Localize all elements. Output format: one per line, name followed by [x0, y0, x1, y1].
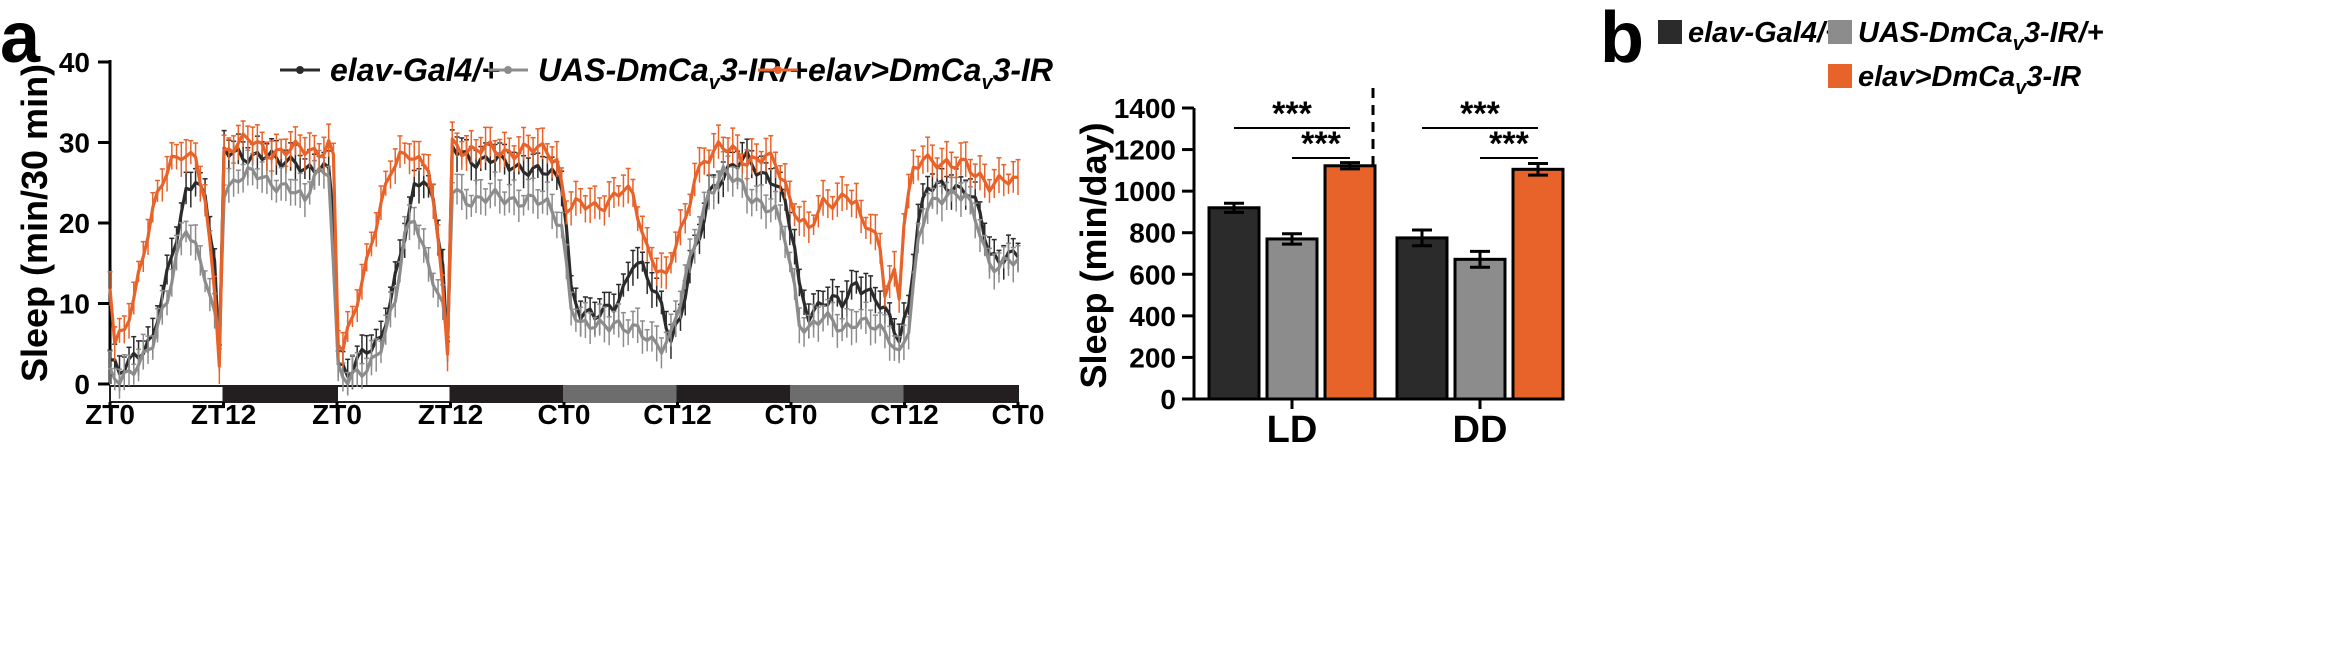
legend-label-main: elav>DmCa	[808, 52, 981, 88]
x-tick-label: ZT12	[191, 399, 256, 430]
legend-label: elav>DmCav3-IR	[808, 52, 1053, 94]
x-tick-label: CT12	[643, 399, 711, 430]
x-tick-label: CT0	[992, 399, 1045, 430]
x-tick-label: ZT0	[312, 399, 362, 430]
legend-label: elav-Gal4/+	[330, 52, 500, 88]
legend-label-subscript: v	[2013, 33, 2026, 55]
legend-label-main: elav>DmCa	[1858, 61, 2015, 93]
y-tick-label: 40	[59, 47, 90, 78]
legend-label-subscript: v	[2015, 77, 2028, 99]
x-tick-label: CT0	[538, 399, 591, 430]
y-axis-label: Sleep (min/day)	[1073, 122, 1114, 388]
legend-label-main: UAS-DmCa	[538, 52, 709, 88]
legend-label: elav-Gal4/+	[1688, 17, 1842, 49]
legend-label-suffix: 3-IR	[2026, 61, 2081, 93]
category-label-dd: DD	[1453, 409, 1508, 451]
y-tick-label: 200	[1129, 342, 1176, 373]
legend-label-suffix: 3-IR/+	[2024, 17, 2104, 49]
y-tick-label: 1000	[1114, 176, 1176, 207]
y-tick-label: 1400	[1114, 93, 1176, 124]
bar-dd-0	[1395, 236, 1449, 401]
legend-entry-0: elav-Gal4/+	[280, 52, 500, 88]
significance-stars: ***	[1489, 125, 1529, 163]
legend-label: UAS-DmCav3-IR/+	[538, 52, 808, 94]
x-tick-label: ZT0	[85, 399, 135, 430]
series-line	[108, 165, 1020, 386]
y-tick-label: 400	[1129, 301, 1176, 332]
x-tick-label: ZT12	[418, 399, 483, 430]
series-1	[107, 149, 1021, 399]
y-tick-label: 800	[1129, 218, 1176, 249]
category-label-ld: LD	[1267, 409, 1318, 451]
legend-entry-2: elav>DmCav3-IR	[1828, 61, 2081, 99]
panel-a-letter: a	[0, 0, 41, 78]
x-tick-label: CT12	[870, 399, 938, 430]
series-line	[110, 144, 1020, 379]
legend-label-suffix: 3-IR	[993, 52, 1053, 88]
y-tick-label: 600	[1129, 259, 1176, 290]
legend-marker	[504, 66, 512, 74]
y-tick-label: 0	[74, 369, 90, 400]
legend-label-subscript: v	[981, 72, 994, 94]
lighting-segment-dark	[903, 385, 1019, 403]
legend-label: UAS-DmCav3-IR/+	[1858, 17, 2104, 55]
legend-marker	[296, 66, 304, 74]
legend-label-main: UAS-DmCa	[1858, 17, 2013, 49]
series-0	[107, 129, 1021, 394]
bar-dd-2	[1511, 167, 1565, 401]
legend-label-main: elav-Gal4/+	[1688, 17, 1842, 49]
legend-entry-2: elav>DmCav3-IR	[758, 52, 1053, 94]
legend-swatch	[1828, 20, 1852, 44]
legend-label-subscript: v	[709, 72, 722, 94]
bar-dd-1	[1453, 257, 1507, 401]
y-tick-label: 30	[59, 128, 90, 159]
y-tick-label: 10	[59, 289, 90, 320]
legend-swatch	[1828, 64, 1852, 88]
bar-ld-0	[1207, 206, 1261, 401]
legend-label: elav>DmCav3-IR	[1858, 61, 2081, 99]
legend-entry-0: elav-Gal4/+	[1658, 17, 1842, 49]
significance-stars: ***	[1460, 95, 1500, 133]
bar-ld-1	[1265, 237, 1319, 401]
legend-label-main: elav-Gal4/+	[330, 52, 500, 88]
x-tick-label: CT0	[765, 399, 818, 430]
legend-entry-1: UAS-DmCav3-IR/+	[488, 52, 808, 94]
significance-stars: ***	[1301, 125, 1341, 163]
series-2	[107, 120, 1021, 384]
y-tick-label: 1200	[1114, 135, 1176, 166]
y-axis-label: Sleep (min/30 min)	[14, 64, 55, 382]
y-tick-label: 0	[1160, 384, 1176, 415]
legend-entry-1: UAS-DmCav3-IR/+	[1828, 17, 2104, 55]
panel-b-letter: b	[1600, 0, 1644, 78]
y-tick-label: 20	[59, 208, 90, 239]
bar-ld-2	[1323, 164, 1377, 401]
significance-stars: ***	[1272, 95, 1312, 133]
series-line	[108, 132, 1019, 368]
legend-marker	[774, 66, 782, 74]
legend-swatch	[1658, 20, 1682, 44]
